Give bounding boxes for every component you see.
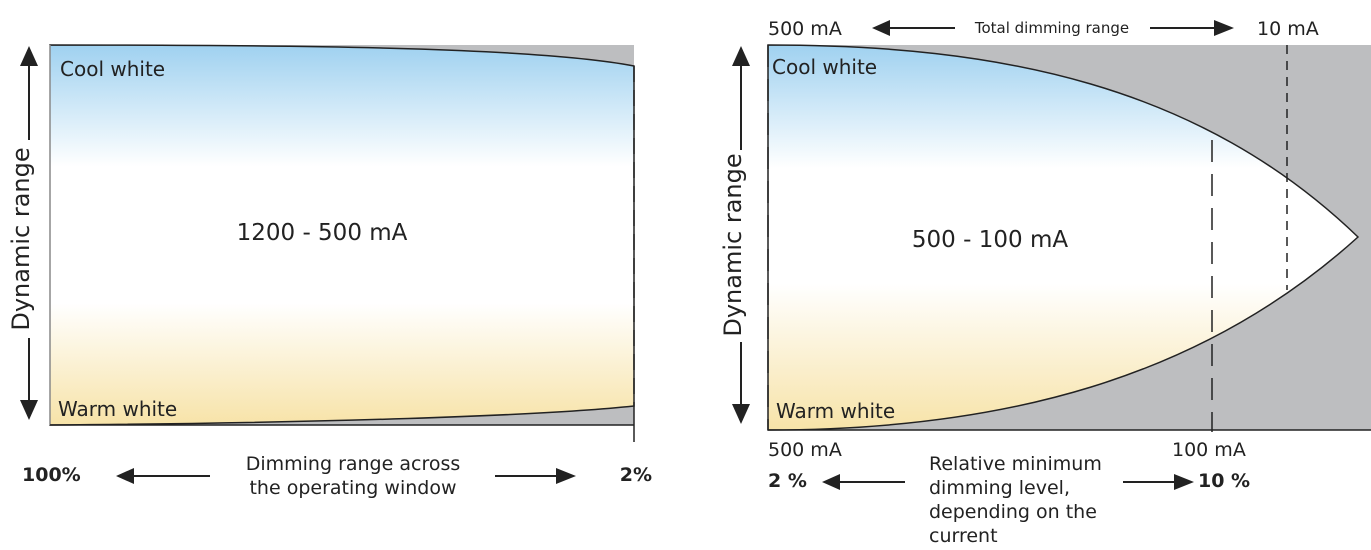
right-percent-10: 10 % xyxy=(1198,470,1250,492)
left-arrow-left-icon xyxy=(116,468,134,484)
right-bottom-500ma: 500 mA xyxy=(768,439,842,461)
left-percent-100: 100% xyxy=(22,464,81,486)
left-percent-2: 2% xyxy=(620,464,652,486)
right-top-10ma: 10 mA xyxy=(1257,18,1319,40)
left-arrow-down-icon xyxy=(20,400,38,420)
left-panel: Dynamic range Cool white Warm white 1200… xyxy=(7,44,652,499)
right-caption-line3: depending on the xyxy=(929,501,1097,523)
left-y-axis-label: Dynamic range xyxy=(7,147,35,330)
right-caption-line2: dimming level, xyxy=(929,477,1070,499)
left-arrow-up-icon xyxy=(20,46,38,66)
right-arrow-down-icon xyxy=(732,404,750,424)
left-caption-line2: the operating window xyxy=(249,477,456,499)
left-center-label: 1200 - 500 mA xyxy=(237,220,408,246)
right-bottom-100ma: 100 mA xyxy=(1172,439,1246,461)
right-panel: Dynamic range 500 mA Total dimming range… xyxy=(719,18,1371,547)
right-cool-white-label: Cool white xyxy=(772,55,877,79)
right-y-axis-label: Dynamic range xyxy=(719,153,747,336)
right-center-label: 500 - 100 mA xyxy=(912,227,1068,253)
left-caption-line1: Dimming range across xyxy=(246,453,461,475)
left-arrow-right-icon xyxy=(556,468,576,484)
right-caption-line1: Relative minimum xyxy=(929,453,1102,475)
right-top-arrow-left-icon xyxy=(872,20,890,36)
right-bottom-arrow-left-icon xyxy=(822,474,840,490)
right-warm-white-label: Warm white xyxy=(776,399,895,423)
right-caption-line4: current xyxy=(929,525,998,547)
left-warm-white-label: Warm white xyxy=(58,397,177,421)
right-top-caption: Total dimming range xyxy=(974,19,1129,37)
right-top-500ma: 500 mA xyxy=(768,18,842,40)
right-top-arrow-right-icon xyxy=(1214,20,1234,36)
right-percent-2: 2 % xyxy=(768,470,807,492)
right-bottom-arrow-right-icon xyxy=(1174,474,1194,490)
right-arrow-up-icon xyxy=(732,46,750,66)
left-cool-white-label: Cool white xyxy=(60,57,165,81)
right-color-region xyxy=(767,44,1360,431)
